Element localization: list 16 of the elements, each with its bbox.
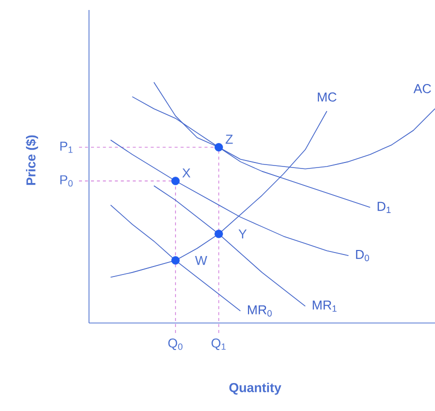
x-axis-title: Quantity bbox=[229, 382, 282, 395]
y-axis-title: Price ($) bbox=[26, 135, 38, 185]
ref-line-label: P$_{0}$ bbox=[60, 175, 73, 187]
x-tick-label: Q$_{0}$ bbox=[168, 338, 182, 350]
annotation: X bbox=[182, 168, 190, 178]
annotation: W bbox=[195, 256, 208, 265]
series-label: D$_{0}$ bbox=[356, 250, 370, 262]
series-label: MR$_{0}$ bbox=[248, 305, 272, 317]
x-tick-label: Q$_{1}$ bbox=[212, 338, 226, 350]
ref-line-label: P$_{1}$ bbox=[60, 142, 73, 153]
series-label: MC bbox=[318, 92, 336, 102]
annotation: Y bbox=[238, 229, 247, 238]
series-label: MR$_{1}$ bbox=[312, 300, 337, 312]
series-label: D$_{1}$ bbox=[378, 202, 391, 213]
series-label: AC bbox=[414, 84, 431, 94]
annotation: Z bbox=[226, 134, 233, 144]
